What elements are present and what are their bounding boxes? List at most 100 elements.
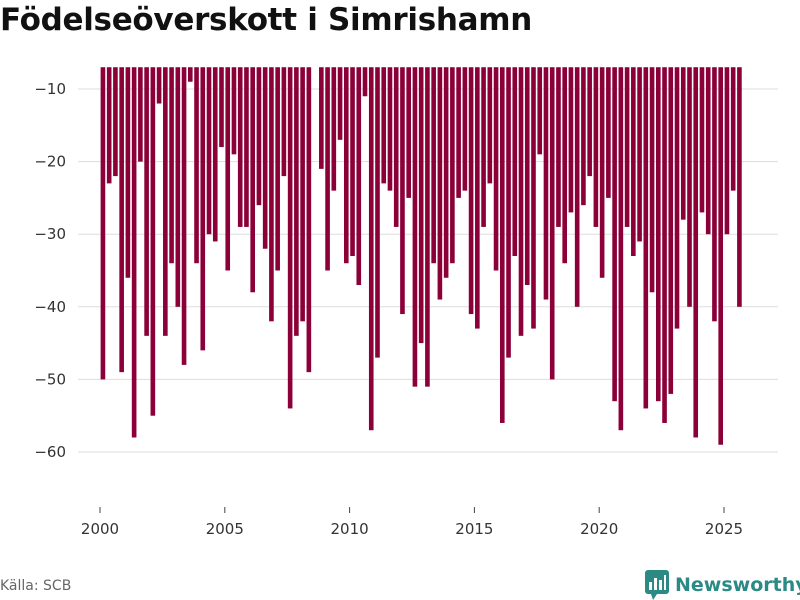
bar[interactable] [693,67,699,438]
bar[interactable] [668,67,674,394]
bar[interactable] [512,67,518,256]
bar[interactable] [319,67,324,169]
bar[interactable] [493,67,499,271]
bar[interactable] [106,67,112,184]
bar[interactable] [674,67,680,329]
bar[interactable] [531,67,536,329]
bar[interactable] [237,67,243,227]
bar[interactable] [262,67,268,249]
bar[interactable] [524,67,530,286]
bar[interactable] [387,67,393,191]
bar[interactable] [163,67,168,336]
bar[interactable] [737,67,742,307]
bar[interactable] [138,67,143,162]
bar[interactable] [606,67,611,198]
bar[interactable] [662,67,667,423]
bar[interactable] [187,67,193,82]
bar[interactable] [581,67,586,206]
bar[interactable] [406,67,412,198]
bar[interactable] [206,67,212,235]
bar[interactable] [412,67,418,387]
bar[interactable] [593,67,599,227]
bar[interactable] [443,67,449,278]
bar[interactable] [718,67,724,445]
bar[interactable] [200,67,206,351]
bar[interactable] [499,67,505,423]
bar[interactable] [475,67,480,329]
bar[interactable] [649,67,655,293]
bar[interactable] [487,67,493,184]
bar[interactable] [381,67,387,184]
bar[interactable] [431,67,436,264]
bar[interactable] [169,67,174,264]
bar[interactable] [556,67,561,227]
bar[interactable] [462,67,468,191]
bar[interactable] [631,67,636,256]
bar[interactable] [113,67,118,177]
bar[interactable] [362,67,368,97]
bar[interactable] [343,67,349,264]
bar[interactable] [356,67,362,286]
bar[interactable] [281,67,287,177]
bar[interactable] [350,67,355,256]
bar[interactable] [506,67,511,358]
bar[interactable] [144,67,149,336]
newsworthy-brand[interactable]: Newsworthy [645,570,800,600]
bar[interactable] [481,67,486,227]
bar[interactable] [705,67,711,235]
bar[interactable] [624,67,630,227]
bar[interactable] [724,67,730,235]
bar[interactable] [219,67,224,148]
bar[interactable] [418,67,424,344]
bar[interactable] [287,67,293,409]
bar[interactable] [150,67,156,416]
bar[interactable] [300,67,305,322]
bar[interactable] [730,67,736,191]
bar[interactable] [231,67,237,155]
bar[interactable] [181,67,187,365]
bar[interactable] [256,67,262,206]
bar[interactable] [244,67,249,227]
bar[interactable] [537,67,543,155]
bar[interactable] [699,67,705,213]
bar[interactable] [518,67,524,336]
bar[interactable] [375,67,380,358]
bar[interactable] [680,67,686,220]
bar[interactable] [368,67,374,431]
bar[interactable] [275,67,280,271]
bar[interactable] [400,67,405,315]
bar[interactable] [393,67,399,227]
bar[interactable] [306,67,312,373]
bar[interactable] [643,67,649,409]
bar[interactable] [225,67,231,271]
bar[interactable] [175,67,181,307]
bar[interactable] [250,67,256,293]
bar[interactable] [612,67,617,402]
bar[interactable] [562,67,568,264]
bar[interactable] [543,67,549,300]
bar[interactable] [618,67,624,431]
bar[interactable] [587,67,592,177]
bar[interactable] [100,67,106,380]
bar[interactable] [425,67,430,387]
bar[interactable] [468,67,474,315]
bar[interactable] [637,67,642,242]
bar[interactable] [568,67,574,213]
bar[interactable] [655,67,661,402]
bar[interactable] [599,67,605,278]
bar[interactable] [456,67,461,198]
bar[interactable] [712,67,717,322]
bar[interactable] [331,67,337,191]
bar[interactable] [337,67,343,140]
bar[interactable] [119,67,124,373]
bar[interactable] [269,67,274,322]
bar[interactable] [131,67,137,438]
bar[interactable] [549,67,555,380]
bar[interactable] [574,67,580,307]
bar[interactable] [212,67,218,242]
bar[interactable] [294,67,299,336]
bar[interactable] [687,67,692,307]
bar[interactable] [325,67,330,271]
bar[interactable] [194,67,199,264]
bar[interactable] [450,67,455,264]
